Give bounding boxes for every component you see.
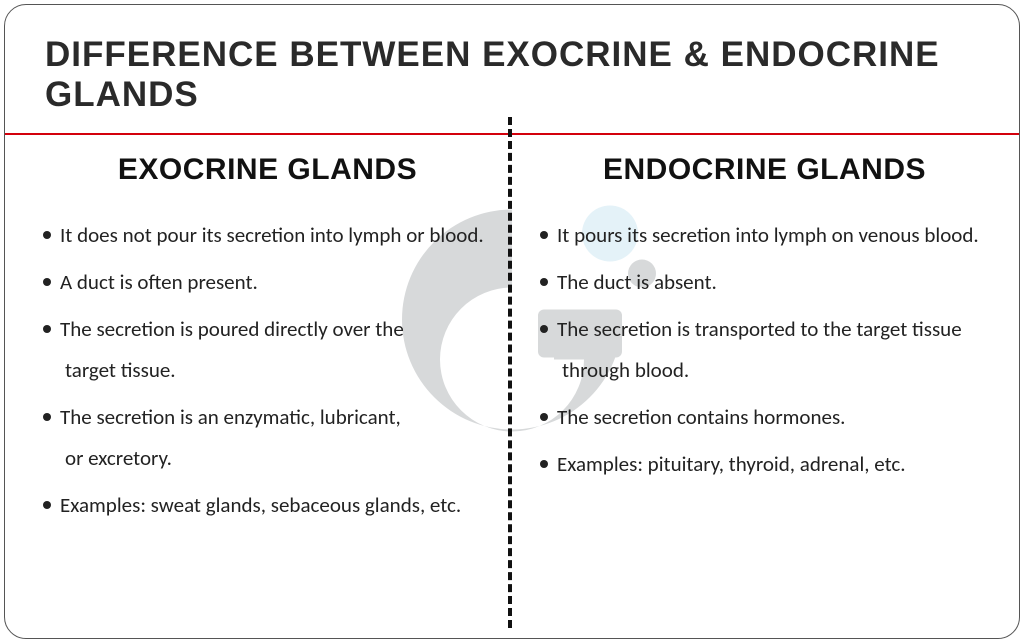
right-bullet-1: The duct is absent. — [540, 262, 989, 303]
right-bullet-list: It pours its secretion into lymph on ven… — [540, 215, 989, 485]
bullet-text: The secretion is an enzymatic, lubricant… — [60, 404, 401, 430]
bullet-text: The secretion contains hormones. — [557, 404, 845, 430]
right-bullet-2: The secretion is transported to the targ… — [540, 309, 989, 391]
bullet-text: The secretion is transported to the targ… — [557, 316, 962, 342]
title-section: DIFFERENCE BETWEEN EXOCRINE & ENDOCRINE … — [5, 5, 1019, 133]
comparison-card: DIFFERENCE BETWEEN EXOCRINE & ENDOCRINE … — [4, 4, 1020, 639]
bullet-dot-icon — [43, 501, 51, 509]
bullet-text-line2: target tissue. — [43, 350, 492, 391]
columns: EXOCRINE GLANDS It does not pour its sec… — [5, 135, 1019, 639]
bullet-dot-icon — [43, 231, 51, 239]
right-bullet-3: The secretion contains hormones. — [540, 397, 989, 438]
page-title: DIFFERENCE BETWEEN EXOCRINE & ENDOCRINE … — [45, 35, 979, 115]
bullet-dot-icon — [540, 231, 548, 239]
bullet-dot-icon — [43, 325, 51, 333]
left-column: EXOCRINE GLANDS It does not pour its sec… — [5, 135, 512, 639]
left-heading: EXOCRINE GLANDS — [43, 153, 492, 187]
bullet-text: A duct is often present. — [60, 269, 258, 295]
right-bullet-0: It pours its secretion into lymph on ven… — [540, 215, 989, 256]
left-bullet-1: A duct is often present. — [43, 262, 492, 303]
bullet-text: The secretion is poured directly over th… — [60, 316, 404, 342]
bullet-dot-icon — [540, 413, 548, 421]
left-bullet-0: It does not pour its secretion into lymp… — [43, 215, 492, 256]
bullet-text: Examples: pituitary, thyroid, adrenal, e… — [557, 451, 906, 477]
bullet-dot-icon — [540, 325, 548, 333]
bullet-text: It pours its secretion into lymph on ven… — [557, 222, 979, 248]
bullet-text: The duct is absent. — [557, 269, 717, 295]
right-column: ENDOCRINE GLANDS It pours its secretion … — [512, 135, 1019, 639]
left-bullet-4: Examples: sweat glands, sebaceous glands… — [43, 485, 492, 526]
left-bullet-2: The secretion is poured directly over th… — [43, 309, 492, 391]
left-bullet-list: It does not pour its secretion into lymp… — [43, 215, 492, 526]
bullet-text: It does not pour its secretion into lymp… — [60, 222, 484, 248]
bullet-dot-icon — [540, 460, 548, 468]
bullet-dot-icon — [43, 278, 51, 286]
right-bullet-4: Examples: pituitary, thyroid, adrenal, e… — [540, 444, 989, 485]
bullet-text: Examples: sweat glands, sebaceous glands… — [60, 492, 461, 518]
bullet-text-line2: through blood. — [540, 350, 989, 391]
bullet-dot-icon — [43, 413, 51, 421]
left-bullet-3: The secretion is an enzymatic, lubricant… — [43, 397, 492, 479]
bullet-dot-icon — [540, 278, 548, 286]
bullet-text-line2: or excretory. — [43, 438, 492, 479]
right-heading: ENDOCRINE GLANDS — [540, 153, 989, 187]
